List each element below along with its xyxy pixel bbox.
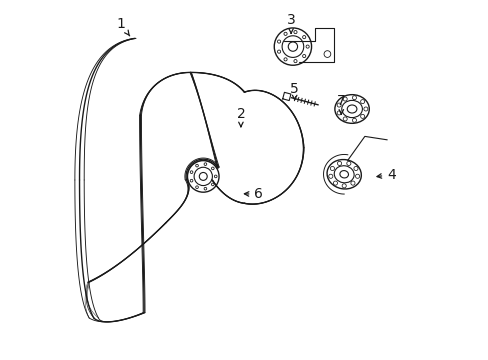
Text: 1: 1 — [116, 17, 129, 36]
Text: 6: 6 — [244, 187, 263, 201]
Text: 7: 7 — [336, 94, 345, 114]
Text: 4: 4 — [376, 168, 395, 182]
Text: 2: 2 — [236, 107, 245, 127]
Text: 3: 3 — [286, 13, 295, 33]
Text: 5: 5 — [290, 82, 299, 100]
